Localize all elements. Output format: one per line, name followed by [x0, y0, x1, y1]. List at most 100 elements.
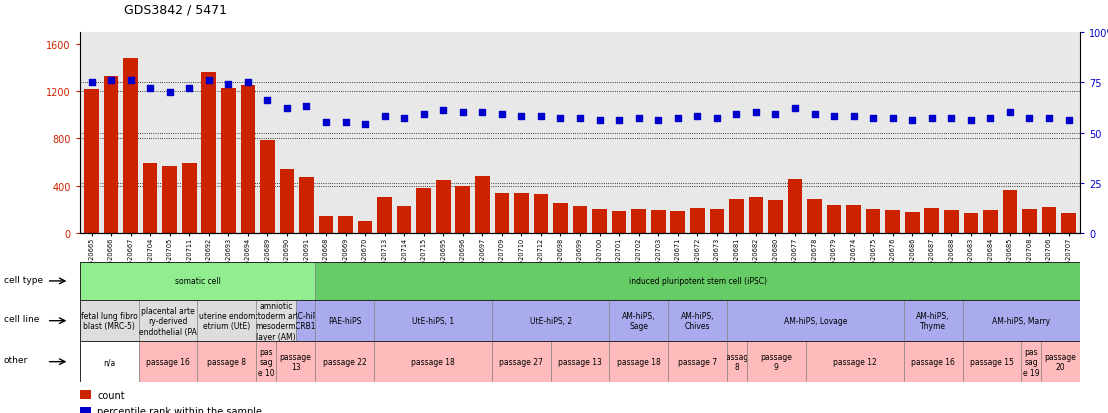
- Point: [102, 78, 120, 84]
- Text: passage 27: passage 27: [500, 357, 543, 366]
- Text: AM-hiPS, Marry: AM-hiPS, Marry: [993, 316, 1050, 325]
- Text: passage 8: passage 8: [207, 357, 246, 366]
- Bar: [573, 206, 587, 233]
- Bar: [709, 209, 725, 233]
- Text: uterine endom
etrium (UtE): uterine endom etrium (UtE): [198, 311, 255, 330]
- Point: [258, 98, 276, 104]
- Text: MRC-hiPS,
Tic(JCRB1331: MRC-hiPS, Tic(JCRB1331: [280, 311, 331, 330]
- Bar: [435, 180, 451, 233]
- Text: passage 18: passage 18: [411, 357, 454, 366]
- Text: passage 13: passage 13: [558, 357, 602, 366]
- Bar: [729, 199, 743, 233]
- Text: UtE-hiPS, 1: UtE-hiPS, 1: [412, 316, 454, 325]
- Text: cell line: cell line: [3, 314, 39, 323]
- Point: [864, 116, 882, 123]
- Bar: [924, 209, 940, 233]
- Point: [669, 116, 687, 123]
- Text: passage 22: passage 22: [322, 357, 367, 366]
- Bar: [690, 208, 705, 233]
- Bar: [397, 206, 411, 233]
- Text: AM-hiPS,
Chives: AM-hiPS, Chives: [681, 311, 715, 330]
- Point: [688, 114, 706, 121]
- Bar: [944, 210, 958, 233]
- Point: [1040, 116, 1058, 123]
- Point: [532, 114, 550, 121]
- Bar: [593, 210, 607, 233]
- Point: [219, 82, 237, 88]
- Point: [1002, 110, 1019, 116]
- Point: [141, 86, 158, 93]
- Bar: [768, 200, 782, 233]
- Text: passage 18: passage 18: [617, 357, 660, 366]
- Point: [434, 108, 452, 114]
- Bar: [632, 209, 646, 233]
- Point: [806, 112, 823, 119]
- Text: passage 16: passage 16: [911, 357, 955, 366]
- Point: [611, 118, 628, 124]
- Text: passage 7: passage 7: [678, 357, 717, 366]
- Text: passage
9: passage 9: [760, 352, 792, 371]
- Point: [787, 106, 804, 112]
- Bar: [279, 170, 295, 233]
- Text: AM-hiPS, Lovage: AM-hiPS, Lovage: [783, 316, 848, 325]
- Point: [473, 110, 491, 116]
- Point: [1020, 116, 1038, 123]
- Point: [572, 116, 589, 123]
- Bar: [80, 390, 91, 399]
- Bar: [104, 77, 119, 233]
- Bar: [964, 213, 978, 233]
- Bar: [417, 189, 431, 233]
- Point: [278, 106, 296, 112]
- Bar: [788, 179, 802, 233]
- Bar: [1003, 191, 1017, 233]
- Point: [708, 116, 726, 123]
- Point: [962, 118, 979, 124]
- Bar: [455, 187, 470, 233]
- Point: [982, 116, 999, 123]
- Point: [376, 114, 393, 121]
- Text: induced pluripotent stem cell (iPSC): induced pluripotent stem cell (iPSC): [628, 277, 767, 286]
- Bar: [650, 210, 666, 233]
- Point: [122, 78, 140, 84]
- Text: amniotic
ectoderm and
mesoderm
layer (AM): amniotic ectoderm and mesoderm layer (AM…: [249, 301, 302, 341]
- Bar: [84, 90, 99, 233]
- Bar: [905, 213, 920, 233]
- Text: passage
13: passage 13: [279, 352, 311, 371]
- Bar: [514, 193, 529, 233]
- Bar: [1061, 214, 1076, 233]
- Bar: [983, 210, 997, 233]
- Text: count: count: [98, 390, 125, 400]
- Point: [747, 110, 765, 116]
- Bar: [749, 197, 763, 233]
- Bar: [1042, 207, 1056, 233]
- Point: [629, 116, 647, 123]
- Point: [181, 86, 198, 93]
- Bar: [378, 197, 392, 233]
- Bar: [358, 221, 372, 233]
- Text: pas
sag
e 10: pas sag e 10: [258, 347, 275, 377]
- Bar: [260, 140, 275, 233]
- Bar: [1023, 210, 1037, 233]
- Text: passage 16: passage 16: [146, 357, 189, 366]
- Bar: [240, 86, 255, 233]
- Point: [844, 114, 862, 121]
- Text: AM-hiPS,
Sage: AM-hiPS, Sage: [623, 311, 656, 330]
- Text: AM-hiPS,
Thyme: AM-hiPS, Thyme: [916, 311, 950, 330]
- Point: [943, 116, 961, 123]
- Point: [649, 118, 667, 124]
- Bar: [163, 166, 177, 233]
- Point: [239, 80, 257, 86]
- Point: [513, 114, 531, 121]
- Text: passage
20: passage 20: [1045, 352, 1077, 371]
- Point: [337, 120, 355, 126]
- Point: [454, 110, 472, 116]
- Text: passage 15: passage 15: [971, 357, 1014, 366]
- Text: GDS3842 / 5471: GDS3842 / 5471: [124, 4, 227, 17]
- Point: [1059, 118, 1077, 124]
- Point: [414, 112, 432, 119]
- Text: PAE-hiPS: PAE-hiPS: [328, 316, 361, 325]
- Bar: [534, 195, 548, 233]
- Point: [728, 112, 746, 119]
- Point: [493, 112, 511, 119]
- Bar: [475, 177, 490, 233]
